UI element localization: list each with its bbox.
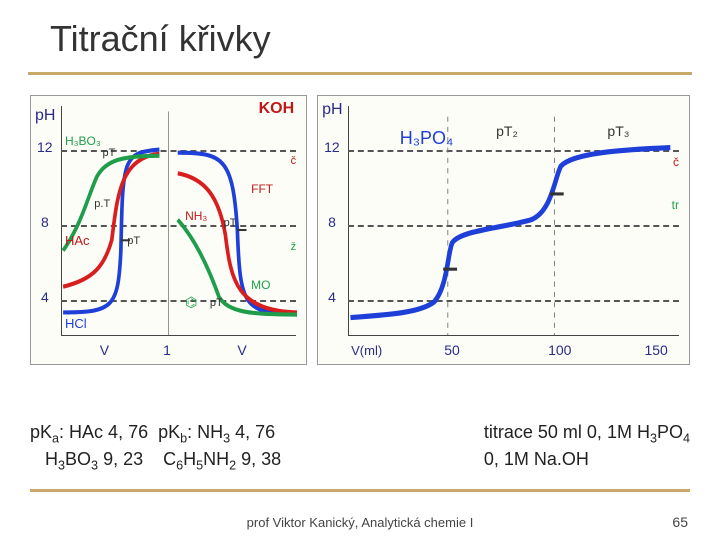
curve-label: HCl	[65, 316, 87, 331]
charts-row: pH 12 8 4 V 1 V KOH	[0, 75, 720, 365]
right-chart: pH 12 8 4 V(ml) 50 100 150 H₃PO₄ pT₂ pT₃	[317, 95, 690, 365]
pt-label: pT	[127, 235, 140, 247]
titration-line1: titrace 50 ml 0, 1M H3PO4	[484, 420, 690, 448]
footer: prof Viktor Kanický, Analytická chemie I	[0, 515, 720, 530]
bottom-text: pKa: HAc 4, 76 pKb: NH3 4, 76 H3BO3 9, 2…	[30, 420, 690, 492]
pt-label: pT₂	[496, 123, 518, 139]
indicator-mark: ž	[291, 241, 297, 253]
page-number: 65	[672, 514, 688, 530]
curve-label: ⌬	[185, 294, 197, 311]
indicator-mark: č	[291, 155, 297, 167]
curve-label: NH₃	[185, 209, 207, 223]
pka-line2: H3BO3 9, 23 C6H5NH2 9, 38	[30, 447, 281, 475]
left-chart: pH 12 8 4 V 1 V KOH	[30, 95, 307, 365]
pt-label: pT₃	[607, 123, 629, 139]
conditions-block: titrace 50 ml 0, 1M H3PO4 0, 1M Na.OH	[484, 420, 690, 475]
indicator-label: MO	[251, 278, 270, 292]
curve-label: H₃PO₄	[400, 128, 454, 149]
pka-line: pKa: HAc 4, 76 pKb: NH3 4, 76	[30, 420, 281, 448]
constants-block: pKa: HAc 4, 76 pKb: NH3 4, 76 H3BO3 9, 2…	[30, 420, 281, 475]
pt-label: pT	[224, 217, 237, 229]
curve-label: HAc	[65, 233, 90, 248]
title-area: Titrační křivky	[28, 0, 692, 75]
titration-line2: 0, 1M Na.OH	[484, 447, 690, 471]
pt-label: pT	[103, 147, 116, 159]
page-title: Titrační křivky	[50, 18, 692, 60]
indicator-label: FFT	[251, 182, 273, 196]
indicator-mark: tr	[672, 198, 679, 212]
indicator-mark: č	[673, 155, 679, 169]
curve-label: H₃BO₃	[65, 134, 101, 148]
pt-label: p.T	[94, 198, 110, 210]
pt-label: pT	[210, 297, 223, 309]
